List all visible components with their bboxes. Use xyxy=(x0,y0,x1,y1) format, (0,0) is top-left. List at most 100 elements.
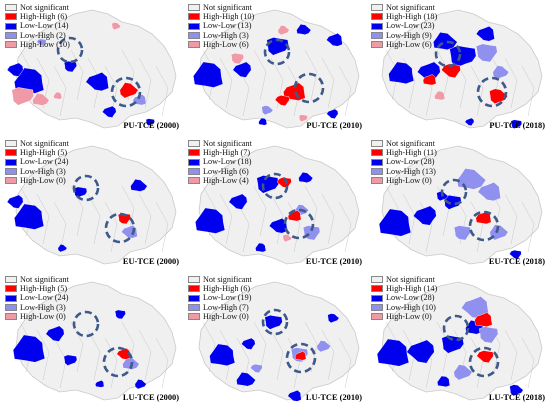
swatch-high-high xyxy=(371,13,383,21)
legend-label: Low-Low xyxy=(386,293,419,303)
county-boundary xyxy=(155,65,169,117)
low-low-cluster xyxy=(510,119,523,129)
legend-high-high: High-High (18) xyxy=(371,12,437,21)
low-high-cluster xyxy=(261,105,274,116)
swatch-low-low xyxy=(5,294,17,302)
low-low-cluster xyxy=(255,242,267,253)
high-low-cluster xyxy=(230,52,245,65)
swatch-low-low xyxy=(371,294,383,302)
legend-high-low: High-Low (0) xyxy=(371,176,437,185)
swatch-low-low xyxy=(188,294,200,302)
county-boundary xyxy=(253,49,267,101)
swatch-low-high xyxy=(5,303,17,311)
legend-count: (5) xyxy=(57,284,68,294)
high-high-cluster xyxy=(283,82,306,101)
legend-label: Low-High xyxy=(386,166,421,176)
low-low-cluster xyxy=(326,108,339,119)
legend-label: Low-High xyxy=(203,30,238,40)
legend-low-low: Low-Low (14) xyxy=(5,21,70,30)
county-boundary xyxy=(87,329,101,381)
low-low-cluster xyxy=(102,105,117,118)
county-boundary xyxy=(338,201,352,253)
legend-high-low: High-Low (4) xyxy=(188,176,252,185)
high-high-cluster xyxy=(119,82,139,99)
legend-label: Low-Low xyxy=(20,293,53,303)
legend-not-significant: Not significant xyxy=(371,3,437,12)
legend-low-low: Low-Low (28) xyxy=(371,293,437,302)
legend-count: (18) xyxy=(423,12,438,22)
map-panel-eu-2010: Not significant High-High (7) Low-Low (1… xyxy=(183,136,366,272)
county-boundary xyxy=(504,57,518,109)
legend-count: (6) xyxy=(422,39,432,49)
county-boundary xyxy=(321,329,335,381)
cluster-ring xyxy=(468,346,500,378)
low-low-cluster xyxy=(378,208,412,237)
county-boundary xyxy=(338,65,352,117)
map-legend: Not significant High-High (14) Low-Low (… xyxy=(371,275,437,321)
swatch-low-high xyxy=(188,167,200,175)
legend-high-low: High-Low (0) xyxy=(5,312,69,321)
legend-count: (0) xyxy=(422,311,432,321)
legend-high-high: High-High (11) xyxy=(371,148,437,157)
low-high-cluster xyxy=(453,364,473,381)
swatch-not-significant xyxy=(371,276,383,284)
low-high-cluster xyxy=(477,182,501,202)
legend-label: Low-High xyxy=(386,30,421,40)
cluster-ring xyxy=(104,212,136,244)
legend-not-significant: Not significant xyxy=(5,3,70,12)
high-low-cluster xyxy=(434,90,446,101)
legend-high-high: High-High (10) xyxy=(188,12,254,21)
map-legend: Not significant High-High (10) Low-Low (… xyxy=(188,3,254,49)
swatch-low-low xyxy=(371,22,383,30)
legend-not-significant: Not significant xyxy=(5,139,69,148)
swatch-low-high xyxy=(188,303,200,311)
region-map xyxy=(198,281,360,402)
high-low-cluster xyxy=(53,91,63,100)
map-legend: Not significant High-High (5) Low-Low (2… xyxy=(5,139,69,185)
legend-not-significant: Not significant xyxy=(188,139,252,148)
panel-title: PU-TCE (2010) xyxy=(306,121,362,130)
legend-label: High-Low xyxy=(386,175,421,185)
swatch-low-high xyxy=(5,31,17,39)
low-low-cluster xyxy=(406,339,435,364)
low-low-cluster xyxy=(12,334,46,363)
legend-count: (18) xyxy=(237,157,252,167)
swatch-not-significant xyxy=(5,276,17,284)
legend-count: (19) xyxy=(237,293,252,303)
legend-count: (14) xyxy=(54,21,69,31)
cluster-ring xyxy=(261,308,289,336)
legend-count: (13) xyxy=(237,21,252,31)
low-low-cluster xyxy=(296,23,312,35)
panel-title: LU-TCE (2010) xyxy=(305,393,362,402)
legend-count: (0) xyxy=(239,311,249,321)
swatch-low-high xyxy=(188,31,200,39)
county-boundary xyxy=(253,321,267,373)
legend-low-low: Low-Low (13) xyxy=(188,21,254,30)
legend-count: (4) xyxy=(239,175,249,185)
swatch-not-significant xyxy=(188,4,200,12)
legend-label: Not significant xyxy=(20,139,69,148)
region-outline xyxy=(15,281,177,401)
low-low-cluster xyxy=(209,343,236,367)
low-low-cluster xyxy=(95,380,105,388)
low-low-cluster xyxy=(376,338,410,367)
swatch-low-high xyxy=(5,167,17,175)
legend-label: High-Low xyxy=(203,39,238,49)
low-high-cluster xyxy=(36,38,47,47)
county-boundary xyxy=(504,329,518,381)
legend-high-low: High-Low (6) xyxy=(371,40,437,49)
cluster-ring xyxy=(434,40,462,68)
cluster-ring xyxy=(283,208,315,240)
legend-low-high: Low-High (10) xyxy=(371,303,437,312)
county-boundary xyxy=(70,49,84,101)
panel-title: PU-TCE (2018) xyxy=(489,121,545,130)
high-low-cluster xyxy=(11,87,35,106)
legend-label: Not significant xyxy=(386,275,435,284)
legend-count: (24) xyxy=(54,293,69,303)
map-panel-pu-2018: Not significant High-High (18) Low-Low (… xyxy=(366,0,549,136)
legend-label: Low-High xyxy=(203,302,238,312)
legend-label: High-High xyxy=(203,148,239,158)
legend-label: High-High xyxy=(20,148,56,158)
swatch-not-significant xyxy=(371,4,383,12)
